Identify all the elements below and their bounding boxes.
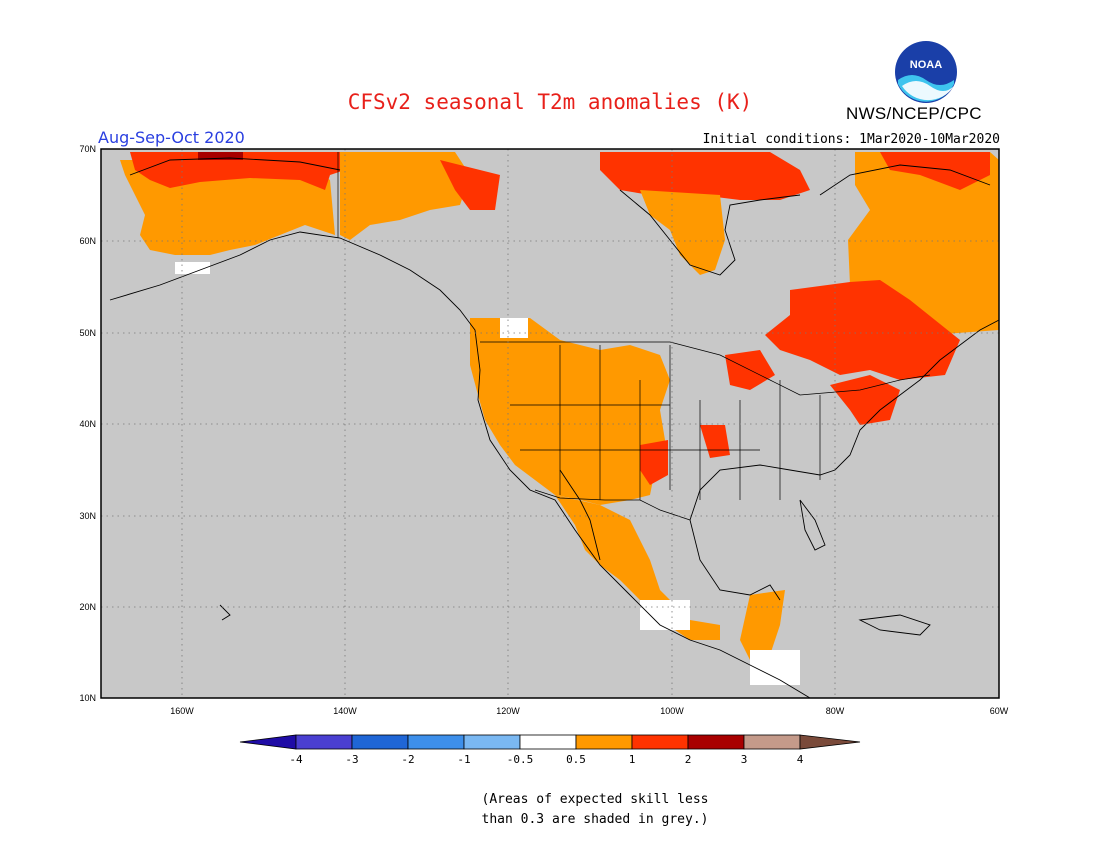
map-frame [100, 148, 1000, 699]
colorbar-tick-label: 0.5 [566, 753, 586, 766]
anomaly-region-mexico [555, 495, 720, 640]
white-patch-bc [500, 318, 528, 338]
colorbar-tick-label: -3 [345, 753, 359, 766]
white-patch-central-america [750, 650, 800, 685]
colorbar-tick-label: 2 [684, 753, 692, 766]
colorbar-tick-label: -4 [289, 753, 303, 766]
colorbar-bin-2 [351, 734, 409, 750]
lat-label-40n: 40N [79, 419, 96, 429]
anomaly-region-quebec [765, 280, 960, 380]
anomaly-region-central-america [740, 590, 785, 660]
colorbar-bin-5 [519, 734, 577, 750]
lat-label-10n: 10N [79, 693, 96, 703]
lon-label-100w: 100W [660, 706, 684, 716]
colorbar-tick-label: 4 [796, 753, 804, 766]
colorbar-bin-9 [743, 734, 801, 750]
anomaly-region-western-us [470, 318, 670, 505]
lat-label-60n: 60N [79, 236, 96, 246]
anomaly-region-baffin-red [880, 152, 990, 190]
anomaly-region-yukon [340, 152, 470, 240]
anomaly-region-plains-red [640, 440, 668, 485]
organization-label: NWS/NCEP/CPC [846, 104, 982, 123]
colorbar-bin-6 [575, 734, 633, 750]
colorbar-tick-label: -1 [457, 753, 471, 766]
skill-note-line-1: (Areas of expected skill less [481, 792, 709, 807]
white-patch-alaska [175, 262, 210, 274]
colorbar-tick-label: -2 [401, 753, 415, 766]
lon-label-60w: 60W [989, 706, 1009, 716]
colorbar-tick-label: 1 [628, 753, 636, 766]
lat-label-30n: 30N [79, 511, 96, 521]
lat-label-50n: 50N [79, 328, 96, 338]
colorbar-bin-1 [295, 734, 353, 750]
colorbar-bin-7 [631, 734, 689, 750]
colorbar-tick-label: 3 [740, 753, 748, 766]
skill-note-line-2: than 0.3 are shaded in grey.) [481, 812, 709, 827]
anomaly-region-alaska-darkred [198, 152, 243, 160]
white-patch-mexico [640, 600, 690, 630]
lon-label-80w: 80W [825, 706, 845, 716]
noaa-logo: NOAA [895, 41, 957, 103]
colorbar-arrow-low [239, 734, 297, 750]
lon-label-120w: 120W [496, 706, 520, 716]
anomaly-region-northeast [830, 375, 900, 425]
logo-text: NOAA [910, 59, 942, 71]
political-borders [337, 152, 931, 521]
colorbar-tick-label: -0.5 [506, 753, 534, 766]
skill-note: (Areas of expected skill less than 0.3 a… [0, 790, 1100, 830]
anomaly-region-nwt-red [440, 160, 500, 210]
graticule [101, 149, 999, 698]
anomaly-region-hudson [640, 190, 725, 275]
lon-label-160w: 160W [170, 706, 194, 716]
lat-label-70n: 70N [79, 144, 96, 154]
forecast-period: Aug-Sep-Oct 2020 [98, 128, 245, 147]
colorbar-arrow-high [799, 734, 861, 750]
colorbar [239, 734, 861, 750]
lat-label-20n: 20N [79, 602, 96, 612]
colorbar-bin-8 [687, 734, 745, 750]
lon-label-140w: 140W [333, 706, 357, 716]
map-title: CFSv2 seasonal T2m anomalies (K) [347, 90, 753, 114]
colorbar-bin-4 [463, 734, 521, 750]
initial-conditions: Initial conditions: 1Mar2020-10Mar2020 [702, 132, 1000, 147]
anomaly-region-arctic-red [600, 152, 810, 200]
colorbar-bin-3 [407, 734, 465, 750]
